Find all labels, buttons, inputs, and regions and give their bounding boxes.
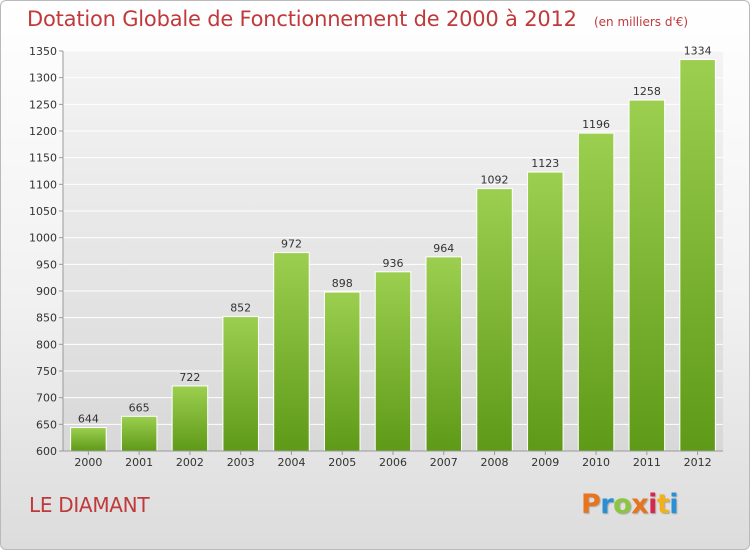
y-tick-label: 650 [36, 418, 57, 431]
y-tick-label: 1000 [29, 232, 57, 245]
chart-title: Dotation Globale de Fonctionnement de 20… [27, 7, 577, 31]
bars [70, 59, 716, 452]
logo-letter: o [613, 489, 632, 520]
bar [679, 59, 716, 452]
y-tick-label: 750 [36, 365, 57, 378]
y-tick-label: 800 [36, 338, 57, 351]
y-tick-label: 1150 [29, 152, 57, 165]
y-tick-label: 1100 [29, 178, 57, 191]
data-label: 644 [78, 413, 99, 426]
logo-letter: r [600, 489, 614, 520]
chart-subtitle: (en milliers d'€) [593, 15, 689, 29]
y-tick-label: 1350 [29, 45, 57, 58]
bar [222, 316, 259, 452]
data-label: 852 [230, 302, 251, 315]
bar [273, 252, 310, 452]
x-tick-label: 2012 [684, 456, 712, 469]
x-axis-ticks: 2000 2001 2002 2003 2004 2005 2006 2007 2008 2009… [74, 451, 712, 469]
data-label: 722 [179, 371, 200, 384]
bar [374, 271, 412, 452]
bar [527, 171, 564, 452]
x-tick-label: 2010 [582, 456, 610, 469]
x-tick-label: 2003 [227, 456, 255, 469]
x-tick-label: 2011 [633, 456, 661, 469]
y-axis-ticks: 600 650 700 750 800 850 900 950 1000 1050 1100 1150… [29, 45, 63, 458]
y-tick-label: 950 [36, 258, 57, 271]
y-tick-label: 1250 [29, 98, 57, 111]
x-tick-label: 2002 [176, 456, 204, 469]
y-tick-label: 600 [36, 445, 57, 458]
bar [425, 256, 463, 452]
data-label: 1258 [633, 85, 661, 98]
x-tick-label: 2009 [531, 456, 559, 469]
x-tick-label: 2007 [430, 456, 458, 469]
y-tick-label: 1300 [29, 72, 57, 85]
x-tick-label: 2004 [277, 456, 305, 469]
bar [120, 415, 158, 452]
proxiti-logo[interactable]: Proxiti [581, 489, 679, 520]
x-tick-label: 2005 [328, 456, 356, 469]
x-tick-label: 2008 [481, 456, 509, 469]
data-label: 898 [332, 277, 353, 290]
bar [577, 132, 615, 452]
bar [628, 99, 666, 452]
logo-letter: x [631, 489, 649, 520]
x-tick-label: 2000 [74, 456, 102, 469]
logo-letter: i [669, 489, 679, 520]
data-label: 1123 [531, 157, 559, 170]
data-label: 1092 [481, 174, 509, 187]
logo-letter: P [581, 489, 601, 520]
data-label: 964 [433, 242, 454, 255]
data-label: 1196 [582, 118, 610, 131]
bar [70, 427, 107, 452]
data-labels: 644 665 722 852 972 898 936 964 1092 1123 1196 1258… [78, 45, 712, 426]
bar [323, 291, 361, 452]
data-label: 972 [281, 238, 302, 251]
title-row: Dotation Globale de Fonctionnement de 20… [27, 7, 688, 31]
data-label: 665 [129, 401, 150, 414]
y-tick-label: 900 [36, 285, 57, 298]
y-tick-label: 850 [36, 312, 57, 325]
bar [171, 385, 209, 452]
x-tick-label: 2001 [125, 456, 153, 469]
x-tick-label: 2006 [379, 456, 407, 469]
logo-letter: t [656, 489, 670, 520]
place-name: LE DIAMANT [29, 493, 150, 517]
y-tick-label: 1050 [29, 205, 57, 218]
data-label: 936 [383, 257, 404, 270]
data-label: 1334 [684, 45, 712, 58]
logo-letter: i [648, 489, 657, 520]
y-tick-label: 1200 [29, 125, 57, 138]
bar [476, 188, 513, 452]
y-tick-label: 700 [36, 392, 57, 405]
